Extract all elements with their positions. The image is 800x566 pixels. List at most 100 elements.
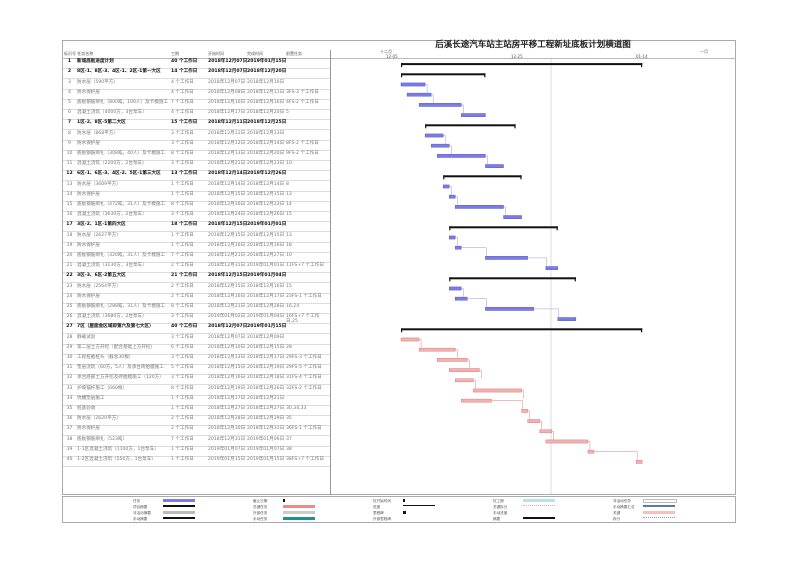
task-pred: 28: [286, 344, 292, 350]
task-id: 4: [68, 89, 71, 95]
task-name: 坑槽垫层施工: [77, 395, 105, 401]
task-row[interactable]: 28 静载试验 3 个工作日 2018年12月07日 2018年12月09日: [63, 334, 330, 345]
task-duration: 6 个工作日: [171, 344, 194, 350]
task-row[interactable]: 8 防水层（868平方） 3 个工作日 2018年12月11日 2018年12月13日: [63, 130, 330, 141]
task-duration: 40 个工作日: [171, 324, 198, 330]
task-duration: 21 个工作日: [171, 273, 198, 279]
task-duration: 7 个工作日: [171, 436, 194, 442]
task-row[interactable]: 15 底板钢筋绑扎（472吨，31人）及卡模施工 8 个工作日 2018年12月16日…: [63, 202, 330, 212]
task-row[interactable]: 36 防水层（2620平方） 2 个工作日 2018年12月28日 2018年12月29…: [63, 416, 330, 427]
task-duration: 2 个工作日: [171, 293, 194, 299]
task-finish: 2019年01月15日: [247, 59, 287, 65]
task-row[interactable]: 10 底板钢筋绑扎（308吨，40人）及卡模施工 8 个工作日 2018年12月13日…: [63, 151, 330, 161]
task-pred: 35: [286, 416, 292, 422]
task-row[interactable]: 39 1-1区混凝土浇筑（1100方，1台泵车） 1 个工作日 2019年01月07日…: [63, 447, 330, 457]
task-pred: 32FS-2 个工作日: [286, 385, 322, 391]
critical-task-bar: [521, 409, 528, 413]
task-name: 防水层（868平方）: [77, 130, 118, 136]
task-pred: 13: [286, 191, 292, 197]
task-row[interactable]: 25 底板钢筋绑扎（288吨，31人）及卡模施工 8 个工作日 2018年12月21日…: [63, 304, 330, 314]
task-start: 2018年12月16日: [208, 242, 246, 248]
task-finish: 2018年12月14日: [247, 140, 285, 146]
task-row[interactable]: 38 底板钢筋绑扎（523吨） 7 个工作日 2018年12月31日 2019年01月0…: [63, 436, 330, 447]
task-finish: 2019年01月15日: [247, 457, 285, 463]
task-row[interactable]: 14 防水保护层 1 个工作日 2018年12月15日 2018年12月15日 13: [63, 192, 330, 202]
task-row[interactable]: 34 坑槽垫层施工 1 个工作日 2018年12月17日 2018年12月21日: [63, 396, 330, 406]
task-name: 防水保护层: [77, 191, 100, 197]
task-bar: [430, 143, 450, 148]
task-row[interactable]: 19 防水保护层 1 个工作日 2018年12月16日 2018年12月16日 18: [63, 243, 330, 253]
task-row[interactable]: 2 8区-1、8区-3、4区-1、2区-1第一大区 14 个工作日 2018年12月0…: [63, 69, 330, 80]
task-name: 新城底板进度计划: [77, 59, 114, 65]
task-row[interactable]: 7 1区-2、8区-5第二大区 15 个工作日 2018年12月11日 2018年12月…: [63, 120, 330, 131]
task-finish: 2018年12月10日: [247, 79, 285, 85]
task-row[interactable]: 17 3区-2、1区-1第四大区 18 个工作日 2018年12月15日 2019年01…: [63, 222, 330, 233]
legend-swatch-pinkdot: [523, 505, 555, 506]
legend-label: 外部任务: [253, 510, 268, 515]
task-row[interactable]: 13 防水层（3609平方） 1 个工作日 2018年12月14日 2018年12月14…: [63, 181, 330, 192]
task-row[interactable]: 5 底板钢筋绑扎（800吨，100人）及卡模施工 7 个工作日 2018年12月10日…: [63, 100, 330, 110]
task-row[interactable]: 21 混凝土浇筑（3130方，3台泵车） 2 个工作日 2018年12月31日 2019…: [63, 263, 330, 274]
task-duration: 7 个工作日: [171, 253, 194, 259]
task-id: 27: [66, 324, 73, 330]
task-start: 2018年12月24日: [208, 212, 246, 218]
task-finish: 2019年01月06日: [247, 436, 285, 442]
task-row[interactable]: 4 防水保护层 4 个工作日 2018年12月08日 2018年12月11日 3FS-3 …: [63, 90, 330, 100]
dependency-link: [539, 420, 542, 430]
timescale-minor-2: 12-25: [511, 54, 523, 59]
task-row[interactable]: 35 桩基验收 1 个工作日 2018年12月27日 2018年12月27日 30,34,…: [63, 406, 330, 416]
task-row[interactable]: 20 底板钢筋绑扎（320吨，31人）及卡模施工 7 个工作日 2018年12月21日…: [63, 253, 330, 263]
task-finish: 2018年12月31日: [247, 426, 285, 432]
task-duration: 15 个工作日: [171, 120, 198, 126]
summary-cap-end: [514, 124, 516, 129]
chart-title: 后溪长途汽车站主站房平移工程新址底板计划横道图: [435, 40, 631, 50]
task-finish: 2018年12月16日: [247, 283, 285, 289]
task-row[interactable]: 24 防水保护层 2 个工作日 2018年12月16日 2018年12月17日 23FS-…: [63, 294, 330, 304]
task-id: 10: [66, 151, 73, 157]
task-row[interactable]: 31 垫层浇筑（60方，5人）及承台砖胎膜施工 5 个工作日 2018年12月15日 2…: [63, 365, 330, 376]
task-start: 2018年12月15日: [208, 222, 248, 228]
task-row[interactable]: 29 第二层土方开挖（配合基础上方开挖） 6 个工作日 2018年12月10日 2018…: [63, 345, 330, 355]
task-row[interactable]: 23 防水层（2564平方） 2 个工作日 2018年12月15日 2018年12月16…: [63, 283, 330, 294]
task-row[interactable]: 40 1-2区混凝土浇筑（550方，1台泵车） 1 个工作日 2019年01月15日 2…: [63, 457, 330, 467]
legend-label: 截止日期: [253, 498, 268, 503]
task-start: 2018年12月10日: [208, 100, 246, 106]
task-row[interactable]: 37 防水保护层 2 个工作日 2018年12月30日 2018年12月31日 36FS-…: [63, 426, 330, 437]
task-bar: [485, 256, 528, 260]
summary-cap-end: [556, 226, 558, 231]
task-row[interactable]: 1 新城底板进度计划 40 个工作日 2018年12月07日 2019年01月15日: [63, 59, 330, 70]
task-start: 2019年01月15日: [208, 457, 246, 463]
task-id: 17: [66, 222, 73, 228]
task-name: 垫层浇筑（60方，5人）及承台砖胎膜施工: [77, 365, 164, 371]
task-row[interactable]: 27 7区（屋面金区域即第六及第七大区） 40 个工作日 2018年12月07日 201…: [63, 324, 330, 335]
task-duration: 8 个工作日: [171, 385, 194, 391]
task-row[interactable]: 33 护坡锚杆施工（660根） 8 个工作日 2018年12月19日 2018年12月2…: [63, 385, 330, 396]
task-row[interactable]: 22 3区-3、6区-2第五大区 21 个工作日 2018年12月15日 2019年01…: [63, 273, 330, 284]
task-bar: [461, 113, 486, 117]
task-row[interactable]: 3 防水层（590平方） 4 个工作日 2018年12月07日 2018年12月10日: [63, 79, 330, 90]
task-duration: 1 个工作日: [171, 446, 194, 452]
task-row[interactable]: 12 6区-1、6区-3、4区-2、5区-1第三大区 13 个工作日 2018年12月…: [63, 171, 330, 182]
task-finish: 2018年12月17日: [247, 293, 285, 299]
task-row[interactable]: 9 防水保护层 3 个工作日 2018年12月12日 2018年12月14日 8FS-2 …: [63, 141, 330, 151]
task-name: 1-1区混凝土浇筑（1100方，1台泵车）: [77, 446, 159, 452]
task-start: 2018年12月17日: [208, 110, 246, 116]
task-start: 2018年12月31日: [208, 263, 246, 269]
task-id: 19: [66, 242, 73, 248]
task-id: 40: [66, 457, 73, 463]
task-row[interactable]: 32 承台底部土方开挖及砖胎膜施工（120方） 3 个工作日 2018年12月16日 2…: [63, 375, 330, 386]
summary-cap-end: [520, 175, 522, 180]
task-row[interactable]: 6 混凝土浇筑（4000方，3台泵车） 4 个工作日 2018年12月17日 2018年…: [63, 110, 330, 121]
task-name: 防水保护层: [77, 140, 100, 146]
task-name: 护坡锚杆施工（660根）: [77, 385, 128, 391]
task-pred: 38: [286, 446, 292, 452]
task-row[interactable]: 26 混凝土浇筑（3680方，2台泵车） 3 个工作日 2019年01月02日 2019…: [63, 314, 330, 324]
task-row[interactable]: 16 混凝土浇筑（3630方，2台泵车） 3 个工作日 2018年12月24日 2018…: [63, 212, 330, 223]
task-pred: 13: [286, 232, 292, 238]
legend-swatch-gray: [283, 511, 315, 514]
task-row[interactable]: 18 防水层（2627平方） 1 个工作日 2018年12月15日 2018年12月15…: [63, 232, 330, 243]
task-pred: 3FS-3 个工作日: [286, 89, 319, 95]
task-row[interactable]: 30 工程桩截桩头（截总30根） 3 个工作日 2018年12月13日 2018年12月…: [63, 355, 330, 365]
task-duration: 1 个工作日: [171, 406, 194, 412]
task-row[interactable]: 11 混凝土浇筑（2200方，2台泵车） 3 个工作日 2018年12月21日 2018…: [63, 161, 330, 172]
